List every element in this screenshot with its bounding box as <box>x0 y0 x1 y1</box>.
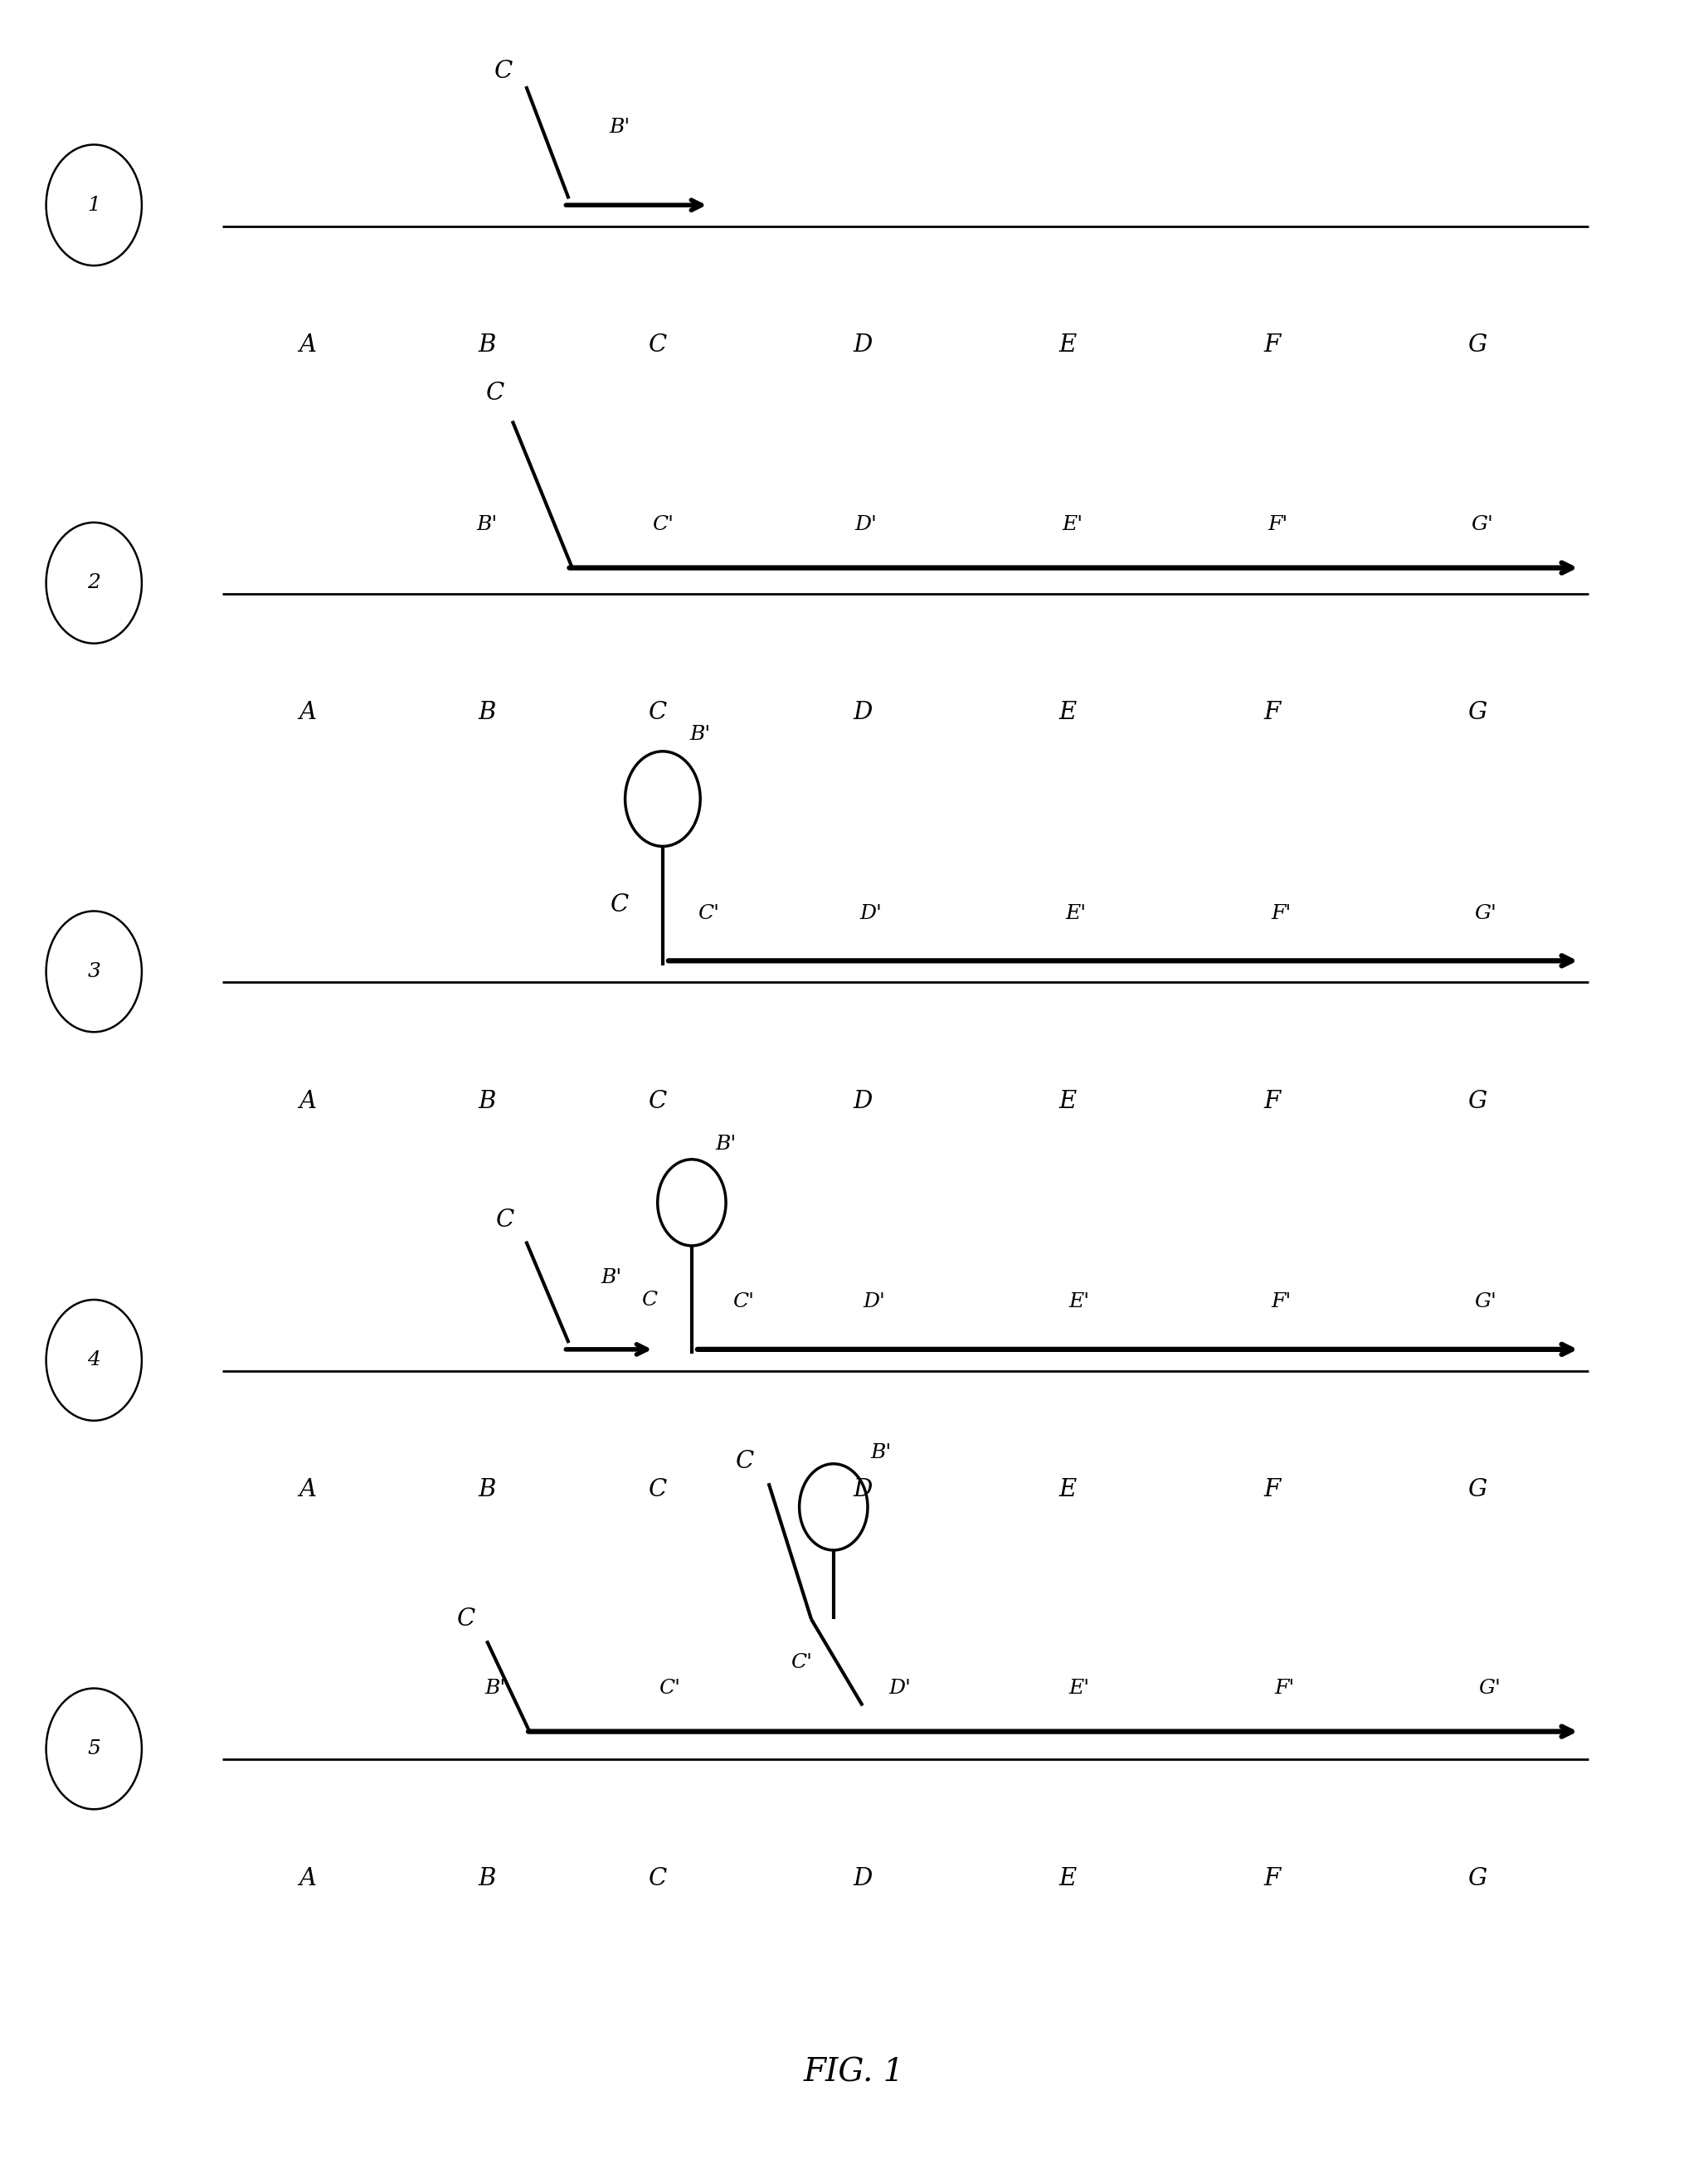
Text: B: B <box>478 1090 495 1112</box>
Text: B': B' <box>477 516 497 533</box>
Text: F: F <box>1264 1090 1281 1112</box>
Text: G': G' <box>1471 516 1494 533</box>
Text: FIG. 1: FIG. 1 <box>803 2058 905 2088</box>
Text: D': D' <box>888 1680 912 1697</box>
Text: B: B <box>478 1479 495 1501</box>
Text: F': F' <box>1271 1293 1291 1311</box>
Text: C: C <box>649 1479 666 1501</box>
Text: G': G' <box>1474 1293 1498 1311</box>
Text: E': E' <box>1066 905 1086 922</box>
Text: B': B' <box>871 1444 892 1462</box>
Text: C': C' <box>652 516 673 533</box>
Text: F': F' <box>1267 516 1288 533</box>
Text: D: D <box>852 335 873 356</box>
Text: C: C <box>487 382 504 404</box>
Text: F: F <box>1264 702 1281 723</box>
Text: 2: 2 <box>87 574 101 592</box>
Text: E: E <box>1059 1479 1076 1501</box>
Text: D: D <box>852 1479 873 1501</box>
Text: E: E <box>1059 702 1076 723</box>
Text: C': C' <box>699 905 719 922</box>
Text: C: C <box>640 1291 658 1308</box>
Text: E': E' <box>1062 516 1083 533</box>
Text: D': D' <box>854 516 878 533</box>
Text: F: F <box>1264 1868 1281 1889</box>
Text: A: A <box>299 335 316 356</box>
Text: E: E <box>1059 335 1076 356</box>
Text: D: D <box>852 1090 873 1112</box>
Text: D: D <box>852 1868 873 1889</box>
Text: C: C <box>649 335 666 356</box>
Text: F: F <box>1264 335 1281 356</box>
Text: F': F' <box>1271 905 1291 922</box>
Text: G: G <box>1467 702 1488 723</box>
Text: B': B' <box>716 1136 736 1153</box>
Text: G: G <box>1467 1868 1488 1889</box>
Text: C': C' <box>791 1654 811 1671</box>
Text: B': B' <box>610 119 630 136</box>
Text: F: F <box>1264 1479 1281 1501</box>
Text: C: C <box>649 702 666 723</box>
Text: A: A <box>299 1479 316 1501</box>
Text: C: C <box>649 1090 666 1112</box>
Text: 1: 1 <box>87 196 101 214</box>
Text: B: B <box>478 702 495 723</box>
Text: C: C <box>495 60 512 82</box>
Text: A: A <box>299 702 316 723</box>
Text: B': B' <box>485 1680 506 1697</box>
Text: 4: 4 <box>87 1352 101 1369</box>
Text: G': G' <box>1477 1680 1501 1697</box>
Text: G: G <box>1467 1090 1488 1112</box>
Text: D: D <box>852 702 873 723</box>
Text: E: E <box>1059 1090 1076 1112</box>
Text: F': F' <box>1274 1680 1295 1697</box>
Text: E': E' <box>1069 1680 1090 1697</box>
Text: C: C <box>611 894 629 915</box>
Text: A: A <box>299 1868 316 1889</box>
Text: C: C <box>649 1868 666 1889</box>
Text: G': G' <box>1474 905 1498 922</box>
Text: A: A <box>299 1090 316 1112</box>
Text: G: G <box>1467 335 1488 356</box>
Text: E: E <box>1059 1868 1076 1889</box>
Text: E': E' <box>1069 1293 1090 1311</box>
Text: D': D' <box>863 1293 886 1311</box>
Text: G: G <box>1467 1479 1488 1501</box>
Text: B': B' <box>690 725 711 743</box>
Text: C: C <box>497 1209 514 1231</box>
Text: C': C' <box>659 1680 680 1697</box>
Text: B': B' <box>601 1269 622 1287</box>
Text: C: C <box>736 1451 753 1472</box>
Text: C: C <box>458 1608 475 1630</box>
Text: D': D' <box>859 905 883 922</box>
Text: B: B <box>478 335 495 356</box>
Text: 5: 5 <box>87 1740 101 1757</box>
Text: B: B <box>478 1868 495 1889</box>
Text: C': C' <box>733 1293 753 1311</box>
Text: 3: 3 <box>87 963 101 980</box>
